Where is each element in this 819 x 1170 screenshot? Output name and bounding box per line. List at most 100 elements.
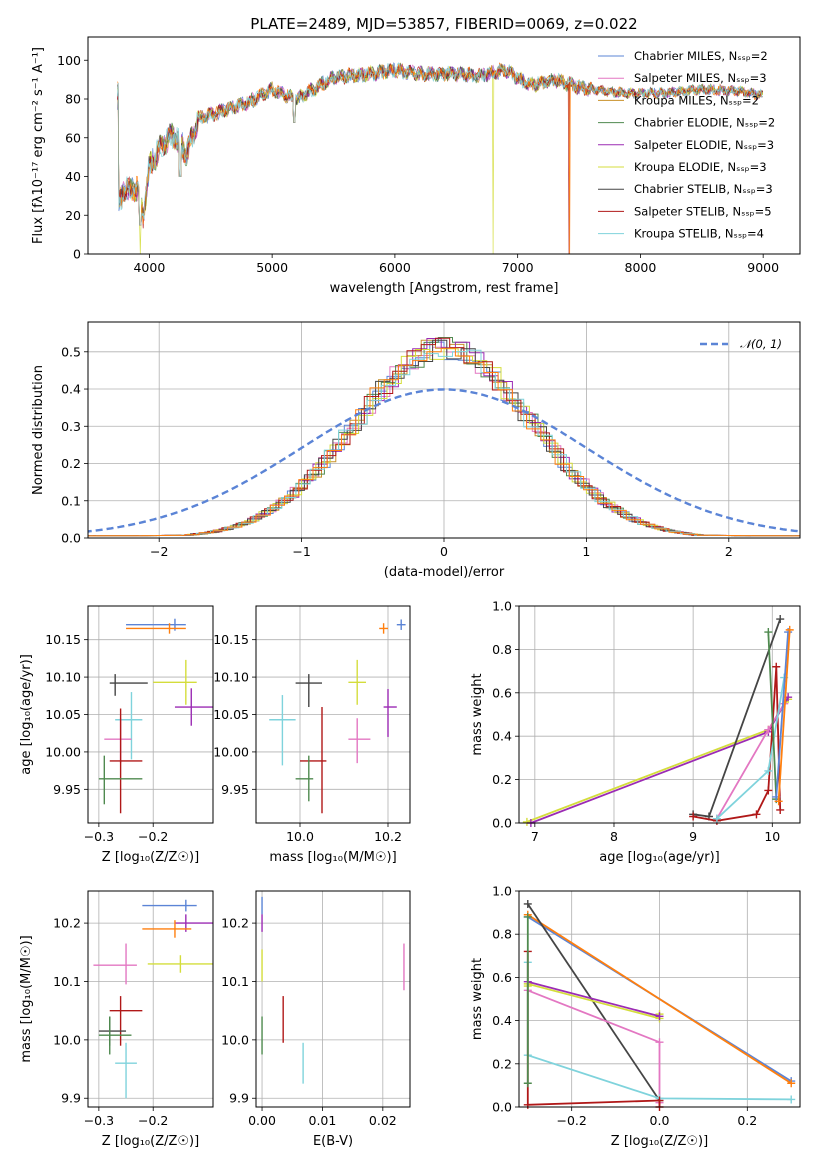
mass_vs_ebv-xtick-label: 0.02 — [369, 1113, 397, 1128]
residuals-xtick-label: 2 — [725, 544, 733, 559]
mass_vs_Z-ytick-label: 10.2 — [53, 916, 81, 931]
weight_vs_age-ytick-label: 0.2 — [492, 772, 512, 787]
spectrum-lines — [117, 61, 764, 254]
mass_vs_Z-ytick-label: 10.1 — [53, 974, 81, 989]
mass_vs_Z-xtick-label: −0.3 — [84, 1113, 114, 1128]
spectrum-xtick-label: 8000 — [625, 260, 657, 275]
weight_vs_age-ytick-label: 0.6 — [492, 685, 512, 700]
age_vs_Z-ytick-label: 10.10 — [45, 670, 81, 685]
weight_vs_age-marker-orange — [785, 625, 794, 634]
weight_vs_age-marker-kroupa-stelib — [764, 766, 773, 775]
weight_vs_age-line-orange — [777, 629, 791, 802]
spectrum-ytick-label: 40 — [65, 169, 81, 184]
weight_vs_age-marker-chabrier-elodie — [764, 628, 773, 637]
weight_vs_age-marker-salpeter-miles — [764, 725, 773, 734]
weight_vs_Z-series — [523, 899, 796, 1111]
weight_vs_age-line-chabrier-elodie — [767, 631, 778, 800]
age_vs_mass-points — [269, 619, 406, 814]
weight_vs_age-marker-salpeter-stelib — [689, 812, 698, 821]
age_vs_Z-ylabel: age [log₁₀(age/yr)] — [19, 654, 34, 775]
spectrum-frame — [87, 36, 801, 255]
mass_vs_Z-ytick-label: 10.0 — [53, 1032, 81, 1047]
legend-label-normal: 𝒩(0, 1) — [740, 337, 782, 351]
age_vs_mass-ytick-label: 10.05 — [213, 707, 249, 722]
legend-label-chabrier-stelib: Chabrier STELIB, Nₛₛₚ=3 — [634, 182, 773, 196]
weight_vs_Z-marker-chabrier-stelib — [523, 899, 532, 908]
mass_vs_ebv-xtick-label: 0.01 — [309, 1113, 337, 1128]
weight_vs_Z-xtick-label: −0.2 — [557, 1113, 587, 1128]
age_vs_Z-xlabel: Z [log₁₀(Z/Z☉)] — [102, 850, 199, 865]
residuals-xtick-label: 1 — [582, 544, 590, 559]
weight_vs_Z-marker-chabrier-elodie — [523, 912, 532, 921]
age_vs_mass-ytick-label: 9.95 — [221, 782, 249, 797]
residual-histograms — [88, 337, 800, 537]
legend-label-chabrier-elodie: Chabrier ELODIE, Nₛₛₚ=2 — [634, 116, 775, 130]
weight_vs_age-xtick-label: 10 — [764, 829, 780, 844]
weight_vs_Z-marker-orange — [787, 1079, 796, 1088]
weight_vs_age-marker-salpeter-stelib — [764, 786, 773, 795]
weight_vs_Z-ylabel: mass weight — [470, 958, 485, 1040]
spectrum-xtick-label: 6000 — [379, 260, 411, 275]
mass_vs_ebv-ytick-label: 9.9 — [229, 1091, 249, 1106]
spectrum-ylabel: Flux [fλ10⁻¹⁷ erg cm⁻² s⁻¹ A⁻¹] — [31, 47, 46, 244]
spectrum-xtick-label: 5000 — [256, 260, 288, 275]
weight_vs_Z-xtick-label: 0.2 — [737, 1113, 757, 1128]
age_vs_mass-ytick-label: 10.10 — [213, 670, 249, 685]
mass_vs_ebv-ytick-label: 10.0 — [221, 1032, 249, 1047]
weight_vs_age-marker-salpeter-stelib — [776, 805, 785, 814]
age_vs_Z-xtick-label: −0.2 — [138, 829, 168, 844]
age_vs_mass-xlabel: mass [log₁₀(M/M☉)] — [269, 850, 396, 865]
age_vs_Z-ytick-label: 10.00 — [45, 744, 81, 759]
normal-curve — [88, 388, 800, 533]
weight_vs_age-line-salpeter-stelib — [692, 666, 782, 822]
weight_vs_age-ytick-label: 1.0 — [492, 599, 512, 614]
weight_vs_Z-marker-kroupa-stelib — [787, 1095, 796, 1104]
residuals-ylabel: Normed distribution — [31, 365, 46, 495]
weight_vs_Z-ytick-label: 0.8 — [492, 927, 512, 942]
mass_vs_Z-ylabel: mass [log₁₀(M/M☉)] — [19, 935, 34, 1062]
mass_vs_Z-xlabel: Z [log₁₀(Z/Z☉)] — [102, 1134, 199, 1149]
residuals-ytick-label: 0.0 — [61, 531, 81, 546]
legend-label-kroupa-stelib: Kroupa STELIB, Nₛₛₚ=4 — [634, 227, 764, 241]
spectrum-xtick-label: 9000 — [747, 260, 779, 275]
weight_vs_Z-ytick-label: 0.0 — [492, 1100, 512, 1115]
weight_vs_Z-ytick-label: 0.2 — [492, 1056, 512, 1071]
weight_vs_Z-marker-salpeter-elodie — [655, 1012, 664, 1021]
weight_vs_age-xlabel: age [log₁₀(age/yr)] — [599, 850, 720, 865]
weight_vs_age-xtick-label: 7 — [531, 829, 539, 844]
mass_vs_Z-xtick-label: −0.2 — [138, 1113, 168, 1128]
weight_vs_age-marker-kroupa-elodie — [522, 817, 531, 826]
age_vs_Z-ytick-label: 10.05 — [45, 707, 81, 722]
weight_vs_Z-ytick-label: 0.6 — [492, 970, 512, 985]
weight_vs_age-marker-salpeter-stelib — [772, 662, 781, 671]
spectrum-ytick-label: 80 — [65, 92, 81, 107]
weight_vs_age-marker-chabrier-stelib — [776, 615, 785, 624]
weight_vs_age-marker-orange — [774, 797, 783, 806]
age_vs_Z-ytick-label: 10.15 — [45, 632, 81, 647]
spectrum-ytick-label: 60 — [65, 130, 81, 145]
weight_vs_Z-frame — [518, 890, 801, 1108]
legend-label-kroupa-elodie: Kroupa ELODIE, Nₛₛₚ=3 — [634, 160, 767, 174]
weight_vs_Z-line-orange — [527, 914, 792, 1084]
weight_vs_Z-ytick-label: 1.0 — [492, 884, 512, 899]
age_vs_mass-xtick-label: 10.2 — [374, 829, 402, 844]
age_vs_Z-frame — [87, 605, 214, 824]
weight_vs_age-line-chabrier-miles — [775, 631, 789, 798]
mass_vs_ebv-ytick-label: 10.1 — [221, 974, 249, 989]
weight_vs_age-marker-kroupa-stelib — [712, 814, 721, 823]
weight_vs_Z-line-salpeter-elodie — [527, 980, 660, 1018]
weight_vs_age-marker-salpeter-stelib — [752, 810, 761, 819]
weight_vs_age-ytick-label: 0.4 — [492, 729, 512, 744]
age_vs_Z-points — [98, 618, 213, 814]
weight_vs_age-ytick-label: 0.8 — [492, 642, 512, 657]
legend-label-salpeter-stelib: Salpeter STELIB, Nₛₛₚ=5 — [634, 204, 772, 218]
mass_vs_Z-points — [93, 899, 213, 1099]
spectrum-ytick-label: 0 — [73, 247, 81, 262]
residuals-xtick-label: 0 — [440, 544, 448, 559]
residuals-xtick-label: −2 — [150, 544, 168, 559]
residuals-frame — [87, 321, 801, 539]
legend-label-salpeter-elodie: Salpeter ELODIE, Nₛₛₚ=3 — [634, 138, 774, 152]
weight_vs_age-ytick-label: 0.0 — [492, 816, 512, 831]
age_vs_Z-ytick-label: 9.95 — [53, 782, 81, 797]
